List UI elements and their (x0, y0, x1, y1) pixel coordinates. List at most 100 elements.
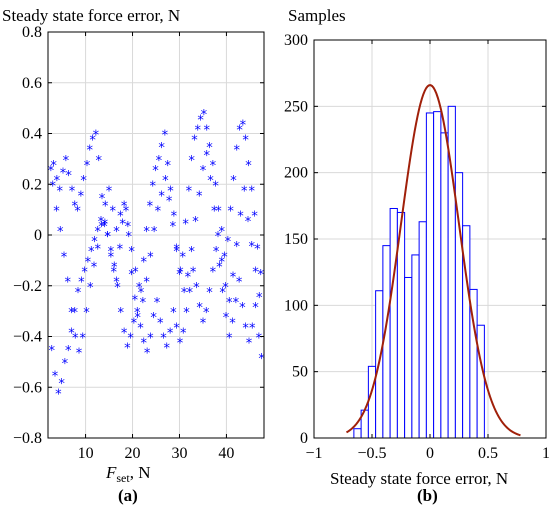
chart-a-data-point: * (206, 141, 213, 156)
chart-a-data-point: * (230, 271, 237, 286)
chart-a-data-point: * (53, 205, 60, 220)
chart-a-data-point: * (239, 301, 246, 316)
chart-a-data-point: * (223, 311, 230, 326)
chart-a-data-point: * (143, 276, 150, 291)
chart-a-data-point: * (234, 144, 241, 159)
chart-a-data-point: * (252, 301, 259, 316)
chart-b-y-tick-label: 50 (292, 364, 308, 381)
chart-a-data-point: * (56, 184, 63, 199)
chart-a-data-point: * (87, 281, 94, 296)
chart-b-y-tick-label: 200 (284, 165, 308, 182)
chart-a-data-point: * (134, 311, 141, 326)
chart-a-data-point: * (201, 108, 208, 123)
chart-a-data-point: * (252, 266, 259, 281)
chart-a-data-point: * (242, 134, 249, 149)
chart-a-data-point: * (200, 164, 207, 179)
chart-a-data-point: * (158, 189, 165, 204)
chart-b-title: Samples (288, 6, 346, 25)
chart-b-bar (476, 324, 485, 439)
chart-a-data-point: * (126, 230, 133, 245)
chart-a-data-point: * (233, 296, 240, 311)
chart-a-data-point: * (79, 332, 86, 347)
chart-a-data-point: * (89, 134, 96, 149)
chart-a-data-point: * (102, 200, 109, 215)
chart-a-data-point: * (60, 167, 67, 182)
chart-a-data-point: * (191, 134, 198, 149)
chart-a-data-point: * (72, 306, 79, 321)
histogram-panel: Samples 300 250 200 150 100 50 0 −1 −0.5 0 0.5 1 S… (284, 6, 550, 505)
chart-b-x-ticks: −1 −0.5 0 0.5 1 (305, 40, 550, 462)
chart-a-data-point: * (177, 266, 184, 281)
chart-a-data-point: * (154, 296, 161, 311)
chart-a-data-point: * (240, 118, 247, 133)
chart-a-data-point: * (132, 293, 139, 308)
chart-a-data-point: * (111, 260, 118, 275)
chart-b-bar (389, 207, 398, 439)
chart-a-data-point: * (236, 123, 243, 138)
chart-a-data-point: * (138, 286, 145, 301)
chart-a-data-point: * (236, 276, 243, 291)
chart-a-data-point: * (185, 271, 192, 286)
chart-a-data-point: * (48, 164, 55, 179)
chart-a-data-point: * (237, 210, 244, 225)
chart-a-data-point: * (114, 281, 121, 296)
chart-a-data-point: * (196, 301, 203, 316)
chart-a-data-point: * (49, 344, 56, 359)
chart-a-data-point: * (141, 255, 148, 270)
chart-a-data-point: * (173, 243, 180, 258)
chart-a-data-point: * (80, 174, 87, 189)
chart-a-data-point: * (251, 210, 258, 225)
chart-a-data-point: * (141, 337, 148, 352)
chart-a-data-point: * (257, 268, 264, 283)
chart-a-data-point: * (166, 194, 173, 209)
chart-a-data-point: * (173, 245, 180, 260)
chart-a-x-tick-label: 10 (78, 445, 94, 462)
chart-a-title: Steady state force error, N (2, 6, 180, 25)
chart-a-data-point: * (144, 347, 151, 362)
chart-a-data-point: * (74, 205, 81, 220)
chart-a-data-point: * (249, 184, 256, 199)
chart-a-data-point: * (50, 159, 57, 174)
chart-a-data-point: * (150, 311, 157, 326)
chart-a-data-point: * (242, 321, 249, 336)
chart-a-data-point: * (78, 276, 85, 291)
chart-a-data-point: * (128, 268, 135, 283)
chart-a-data-point: * (157, 316, 164, 331)
chart-a-data-point: * (136, 281, 143, 296)
chart-b-y-tick-label: 100 (284, 297, 308, 314)
chart-a-data-point: * (119, 217, 126, 232)
chart-a-data-point: * (127, 332, 134, 347)
panel-label-b: (b) (417, 486, 438, 505)
chart-a-data-point: * (164, 159, 171, 174)
chart-a-y-tick-label: 0.6 (22, 75, 42, 92)
chart-a-data-point: * (147, 200, 154, 215)
chart-a-data-point: * (57, 225, 64, 240)
chart-a-data-point: * (186, 184, 193, 199)
chart-a-x-tick-label: 40 (218, 445, 234, 462)
chart-a-data-point: * (226, 332, 233, 347)
chart-a-data-point: * (140, 296, 147, 311)
chart-a-data-point: * (110, 266, 117, 281)
chart-b-bar (411, 254, 420, 439)
chart-a-data-point: * (117, 210, 124, 225)
chart-a-data-point: * (180, 326, 187, 341)
chart-a-data-point: * (245, 159, 252, 174)
chart-a-data-point: * (249, 321, 256, 336)
chart-a-data-point: * (203, 306, 210, 321)
chart-a-data-point: * (215, 205, 222, 220)
chart-a-y-tick-label: 0 (34, 227, 42, 244)
chart-a-data-point: * (256, 332, 263, 347)
chart-a-data-point: * (211, 205, 218, 220)
chart-b-x-tick-label: −0.5 (357, 445, 386, 462)
chart-a-data-point: * (113, 276, 120, 291)
chart-a-data-point: * (229, 316, 236, 331)
chart-a-data-point: * (52, 370, 59, 385)
chart-a-data-point: * (98, 220, 105, 235)
chart-a-data-point: * (121, 200, 128, 215)
chart-a-y-tick-label: −0.4 (13, 329, 42, 346)
chart-a-data-point: * (131, 316, 138, 331)
chart-a-data-point: * (213, 245, 220, 260)
chart-a-data-point: * (78, 189, 85, 204)
chart-a-y-tick-label: 0.2 (22, 176, 42, 193)
